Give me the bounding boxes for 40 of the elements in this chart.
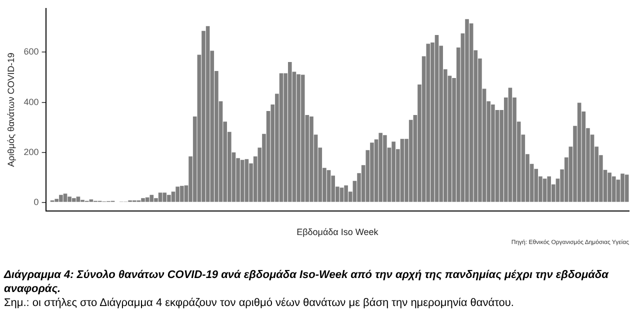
y-tick-label: 400 (24, 96, 39, 107)
bar (244, 159, 249, 202)
bar (300, 74, 305, 202)
bar (426, 44, 430, 202)
bar (612, 176, 616, 202)
bar (72, 198, 76, 202)
bar (469, 23, 474, 202)
bar (54, 198, 59, 202)
bar (240, 160, 244, 202)
bar (158, 192, 162, 202)
bar (340, 188, 344, 202)
text: Διάγραμμα 4: Σύνολο θανάτων COVID-19 ανά εβδομάδα Iso-Week από την αρχή της πανδημίας μέχρι την εβδομάδα αναφοράς. (2, 268, 610, 296)
bar (508, 88, 512, 202)
bar (465, 19, 469, 202)
bar (400, 138, 404, 202)
x-axis-title: Εβδομάδα Iso Week (296, 227, 379, 238)
bar (434, 34, 439, 202)
y-tick-label: 200 (24, 146, 39, 157)
bar (76, 196, 80, 202)
bar (577, 102, 582, 202)
bar (288, 62, 292, 202)
bar (279, 73, 284, 202)
bar (378, 132, 383, 202)
bar (141, 198, 145, 202)
bar (326, 170, 331, 202)
bar (310, 116, 314, 202)
bar (162, 192, 167, 202)
bar (624, 174, 629, 202)
y-tick-label: 0 (34, 196, 39, 207)
y-tick-label: 600 (24, 46, 39, 57)
bar (89, 199, 94, 202)
y-axis-title: Αριθμός θανάτων COVID-19 (6, 52, 16, 167)
bar (150, 194, 154, 202)
bar (63, 194, 68, 202)
bar (206, 26, 210, 202)
bar (180, 186, 184, 202)
bar (542, 178, 547, 202)
bar (620, 174, 624, 202)
text: Σημ.: οι στήλες στο Διάγραμμα 4 εκφράζουν τον αριθμό νέων θανάτων με βάση την ημερομηνία θανάτου. (3, 296, 515, 310)
bar (145, 197, 150, 202)
